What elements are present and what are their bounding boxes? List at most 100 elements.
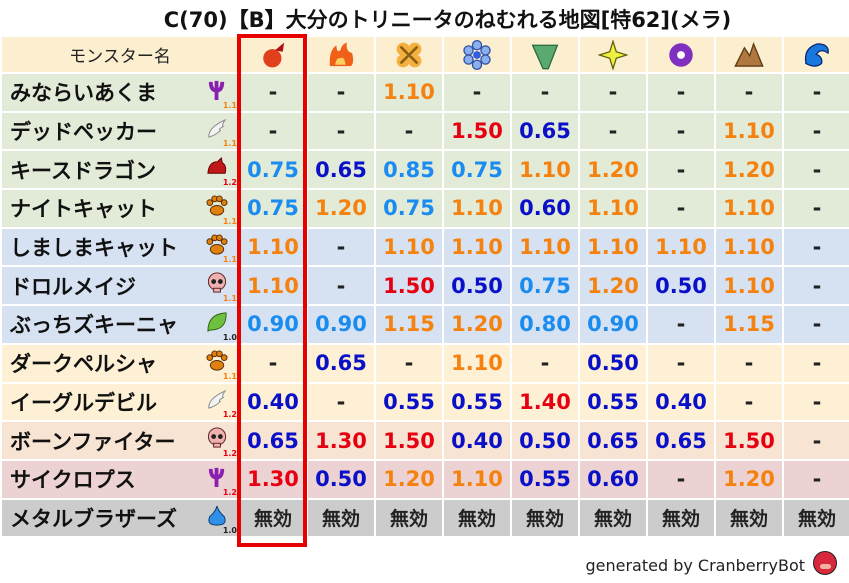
monster-name-cell[interactable]: ボーンファイター 1.2 (2, 422, 238, 459)
resistance-value: 1.20 (580, 151, 646, 189)
resistance-value: 1.40 (512, 383, 578, 421)
monster-name: みならいあくま (10, 81, 157, 106)
monster-multiplier: 1.1 (222, 139, 237, 149)
header-element-4[interactable] (512, 37, 578, 72)
resistance-value: 0.65 (240, 422, 306, 459)
skull-icon (207, 272, 227, 294)
resistance-value: 0.90 (308, 306, 374, 343)
monster-name-cell[interactable]: イーグルデビル 1.2 (2, 383, 238, 421)
footer-credit: generated by CranberryBot (585, 556, 805, 575)
resistance-value: 0.80 (512, 306, 578, 343)
resistance-value: - (308, 228, 374, 266)
water-wave-icon (804, 42, 829, 67)
header-element-3[interactable] (444, 37, 510, 72)
resistance-value: 1.10 (716, 190, 782, 227)
resistance-value: - (308, 267, 374, 305)
monster-name: キースドラゴン (10, 158, 156, 183)
resistance-value: - (784, 344, 849, 382)
resistance-value: - (716, 383, 782, 421)
resistance-value: 0.65 (308, 151, 374, 189)
monster-multiplier: 1.2 (222, 410, 237, 420)
header-monster-name: モンスター名 (2, 37, 238, 72)
header-element-8[interactable] (784, 37, 849, 72)
monster-name-cell[interactable]: しましまキャット 1.1 (2, 228, 238, 266)
wing-icon (206, 118, 228, 140)
resistance-value: 1.10 (580, 228, 646, 266)
monster-name: サイクロプス (10, 468, 136, 493)
resistance-value: 0.50 (308, 460, 374, 498)
resistance-value: 1.20 (716, 151, 782, 189)
resistance-value: - (512, 344, 578, 382)
resistance-value: 0.85 (376, 151, 442, 189)
resistance-value: 0.50 (512, 422, 578, 459)
resistance-value: 無効 (648, 499, 714, 537)
resistance-value: - (648, 74, 714, 111)
demon-trident-icon (206, 466, 228, 488)
monster-name-cell[interactable]: デッドペッカー 1.1 (2, 112, 238, 150)
resistance-value: 0.90 (580, 306, 646, 343)
resistance-value: 0.55 (376, 383, 442, 421)
resistance-value: - (716, 344, 782, 382)
resistance-value: 1.15 (716, 306, 782, 343)
header-element-1[interactable] (308, 37, 374, 72)
monster-name: ボーンファイター (10, 429, 176, 454)
monster-name-cell[interactable]: ぶっちズキーニャ 1.0 (2, 306, 238, 343)
slime-icon (206, 505, 228, 527)
header-element-2[interactable] (376, 37, 442, 72)
resistance-value: 1.10 (444, 460, 510, 498)
monster-multiplier: 1.1 (222, 216, 237, 226)
resistance-value: 無効 (716, 499, 782, 537)
resistance-value: 1.20 (444, 306, 510, 343)
slime-icon (208, 505, 226, 526)
resistance-value: 0.50 (444, 267, 510, 305)
dein-light-icon (598, 39, 628, 70)
wing-icon (208, 389, 227, 409)
resistance-value: 1.10 (444, 344, 510, 382)
resistance-value: 1.20 (716, 460, 782, 498)
resistance-value: 1.10 (580, 190, 646, 227)
resistance-value: - (240, 74, 306, 111)
resistance-value: - (648, 190, 714, 227)
monster-multiplier: 1.0 (222, 526, 237, 536)
doruma-dark-icon (669, 42, 693, 67)
header-element-0[interactable] (240, 37, 306, 72)
resistance-value: 1.10 (444, 228, 510, 266)
resistance-value: - (512, 74, 578, 111)
resistance-value: 1.10 (648, 228, 714, 266)
resistance-value: 1.20 (308, 190, 374, 227)
monster-name-cell[interactable]: ドロルメイジ 1.1 (2, 267, 238, 305)
monster-name-cell[interactable]: みならいあくま 1.1 (2, 74, 238, 111)
header-element-5[interactable] (580, 37, 646, 72)
skull-icon (207, 427, 227, 448)
leaf-icon (207, 312, 227, 332)
header-element-6[interactable] (648, 37, 714, 72)
paw-icon (206, 350, 228, 371)
resistance-value: - (784, 74, 849, 111)
header-element-7[interactable] (716, 37, 782, 72)
monster-name: ダークペルシャ (10, 352, 157, 377)
resistance-value: - (376, 112, 442, 150)
resistance-value: 0.55 (580, 383, 646, 421)
resistance-value: 0.75 (240, 151, 306, 189)
resistance-value: 0.60 (580, 460, 646, 498)
resistance-value: 1.50 (376, 267, 442, 305)
dragon-icon (206, 156, 228, 178)
monster-name-cell[interactable]: サイクロプス 1.2 (2, 460, 238, 498)
monster-name-cell[interactable]: ダークペルシャ 1.1 (2, 344, 238, 382)
resistance-value: - (308, 112, 374, 150)
monster-name-cell[interactable]: メタルブラザーズ 1.0 (2, 499, 238, 537)
paw-icon (206, 350, 228, 372)
resistance-value: 1.20 (376, 460, 442, 498)
monster-name: ナイトキャット (10, 197, 157, 222)
resistance-value: - (648, 151, 714, 189)
resistance-value: 0.65 (580, 422, 646, 459)
resistance-value: - (376, 344, 442, 382)
resistance-value: - (648, 306, 714, 343)
monster-name-cell[interactable]: キースドラゴン 1.2 (2, 151, 238, 189)
resistance-value: 0.65 (648, 422, 714, 459)
resistance-value: 0.65 (512, 112, 578, 150)
resistance-value: 0.65 (308, 344, 374, 382)
resistance-value: 1.30 (308, 422, 374, 459)
wing-icon (208, 118, 227, 138)
monster-name-cell[interactable]: ナイトキャット 1.1 (2, 190, 238, 227)
